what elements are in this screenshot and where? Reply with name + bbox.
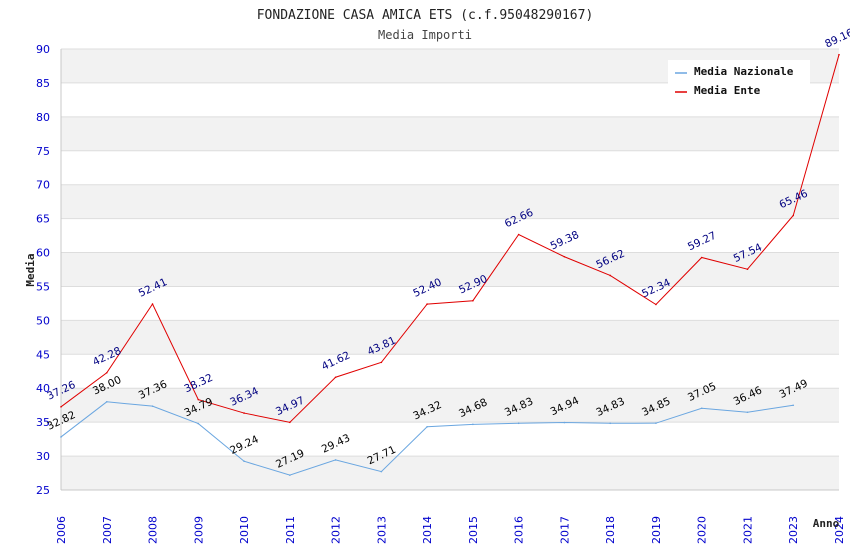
x-tick-label: 2017 xyxy=(558,516,571,544)
x-tick-label: 2007 xyxy=(101,516,114,544)
plot-bands xyxy=(61,49,839,490)
data-point xyxy=(563,421,566,424)
y-tick-label: 75 xyxy=(36,145,50,158)
plot-band xyxy=(61,116,839,151)
data-point xyxy=(792,214,795,217)
data-point xyxy=(700,407,703,410)
data-point xyxy=(746,411,749,414)
plot-band xyxy=(61,218,839,253)
data-point xyxy=(151,303,154,305)
x-tick-label: 2014 xyxy=(421,516,434,544)
data-point xyxy=(517,233,520,236)
data-point xyxy=(289,421,291,424)
plot-band xyxy=(61,184,839,219)
y-tick-label: 85 xyxy=(36,77,50,90)
x-tick-label: 2015 xyxy=(467,516,480,544)
y-ticks: 25 30 35 40 45 50 55 60 65 70 75 80 85 90 xyxy=(36,43,50,497)
y-tick-label: 90 xyxy=(36,43,50,56)
x-tick-label: 2009 xyxy=(192,516,205,544)
y-axis-label: Media xyxy=(24,253,37,286)
gridlines xyxy=(61,48,839,491)
y-tick-label: 60 xyxy=(36,247,50,260)
data-point xyxy=(197,422,200,425)
x-tick-label: 2020 xyxy=(696,516,709,544)
plot-band xyxy=(61,388,839,423)
plot-axes xyxy=(60,49,839,491)
y-tick-label: 25 xyxy=(36,484,50,497)
data-point xyxy=(334,376,337,379)
plot-band xyxy=(61,422,839,457)
legend-background xyxy=(668,60,810,101)
chart-subtitle: Media Importi xyxy=(378,28,472,42)
data-point xyxy=(655,422,657,424)
legend-label-media-ente: Media Ente xyxy=(694,84,761,97)
data-point xyxy=(243,460,245,463)
data-point xyxy=(426,303,428,305)
x-axis-label: Anno xyxy=(813,517,840,530)
x-tick-label: 2012 xyxy=(330,516,343,544)
x-tick-label: 2016 xyxy=(513,516,526,544)
y-tick-label: 80 xyxy=(36,111,50,124)
y-tick-label: 40 xyxy=(36,382,50,395)
data-point xyxy=(380,470,383,473)
x-tick-label: 2013 xyxy=(375,516,388,544)
plot-band xyxy=(61,320,839,355)
plot-band xyxy=(61,252,839,287)
x-tick-label: 2023 xyxy=(787,516,800,544)
data-point xyxy=(746,268,749,271)
data-point xyxy=(105,371,108,374)
data-point xyxy=(792,404,795,407)
data-point xyxy=(243,412,245,414)
x-tick-label: 2019 xyxy=(650,516,663,544)
data-point xyxy=(609,274,611,277)
data-point xyxy=(197,398,200,401)
data-point xyxy=(472,423,474,426)
legend: Media Nazionale Media Ente xyxy=(668,60,810,101)
y-tick-label: 55 xyxy=(36,280,50,293)
data-label: 89.16 xyxy=(823,27,850,51)
data-point xyxy=(105,401,108,403)
data-point xyxy=(517,422,520,425)
plot-band xyxy=(61,286,839,321)
data-point xyxy=(380,361,383,364)
data-point xyxy=(563,255,566,258)
data-point xyxy=(60,436,62,438)
chart-title: FONDAZIONE CASA AMICA ETS (c.f.950482901… xyxy=(257,8,594,23)
plot-band xyxy=(61,456,839,490)
y-tick-label: 35 xyxy=(36,416,50,429)
plot-band xyxy=(61,150,839,185)
x-ticks: 2006 2007 2008 2009 2010 2011 2012 2013 2014 2015… xyxy=(55,516,846,544)
data-point xyxy=(838,53,840,56)
data-point xyxy=(334,459,337,461)
plot-band xyxy=(61,354,839,389)
x-tick-label: 2006 xyxy=(55,516,68,544)
y-tick-label: 50 xyxy=(36,314,50,327)
y-tick-label: 30 xyxy=(36,450,50,463)
x-tick-label: 2011 xyxy=(284,516,297,544)
data-point xyxy=(609,422,611,425)
y-tick-label: 65 xyxy=(36,213,50,226)
data-point xyxy=(655,303,657,306)
y-tick-label: 70 xyxy=(36,179,50,192)
legend-label-media-nazionale: Media Nazionale xyxy=(694,65,794,78)
x-tick-label: 2018 xyxy=(604,516,617,544)
x-tick-label: 2021 xyxy=(741,516,754,544)
x-tick-label: 2010 xyxy=(238,516,251,544)
x-tick-label: 2024 xyxy=(833,516,846,544)
series-lines xyxy=(60,53,840,476)
data-point xyxy=(472,299,474,302)
series-line-1 xyxy=(60,54,840,423)
data-point xyxy=(289,474,291,476)
x-tick-label: 2008 xyxy=(147,516,160,544)
data-point xyxy=(151,405,154,407)
data-point xyxy=(426,425,428,428)
data-point xyxy=(60,406,62,408)
data-point xyxy=(700,256,703,259)
y-tick-label: 45 xyxy=(36,348,50,361)
